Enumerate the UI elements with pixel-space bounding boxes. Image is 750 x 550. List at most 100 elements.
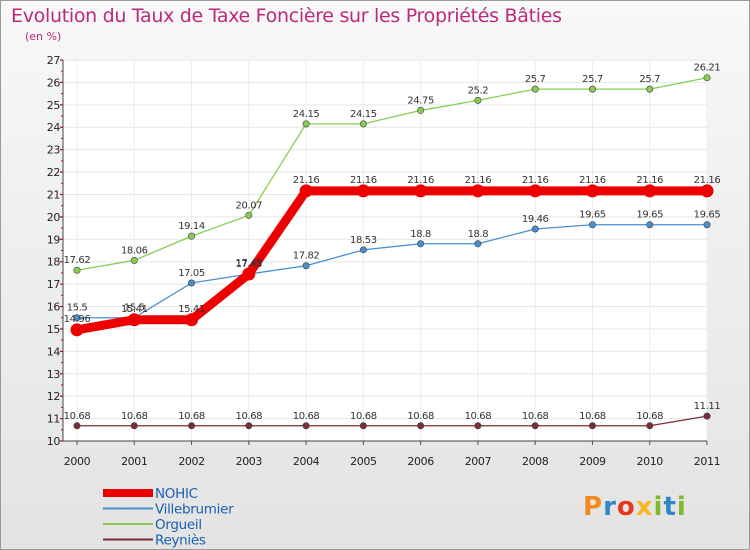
data-point (588, 85, 596, 93)
unit-label: (en %) (25, 30, 62, 43)
y-tick-label: 10 (47, 435, 61, 448)
data-point (242, 267, 256, 281)
data-point (130, 256, 138, 264)
data-point (474, 422, 482, 430)
data-point (703, 412, 711, 420)
series-nohic (70, 184, 714, 337)
y-tick-label: 16 (47, 301, 61, 314)
x-tick-label: 2010 (637, 455, 664, 468)
series-line (76, 77, 708, 271)
chart-title: Evolution du Taux de Taxe Foncière sur l… (11, 5, 562, 27)
data-point (531, 85, 539, 93)
y-tick-label: 12 (47, 390, 60, 403)
data-point (359, 246, 367, 254)
y-tick-label: 26 (47, 76, 61, 89)
data-label: 25.7 (639, 74, 660, 85)
data-label: 10.68 (350, 411, 377, 422)
data-point (700, 184, 714, 198)
data-point (703, 74, 711, 82)
data-label: 17.45 (235, 259, 262, 270)
data-label: 25.2 (468, 85, 489, 96)
x-tick-label: 2003 (236, 455, 263, 468)
data-label: 25.7 (525, 74, 546, 85)
data-point (302, 262, 310, 270)
logo-letter: r (603, 492, 617, 522)
data-point (185, 313, 199, 327)
y-tick-label: 22 (47, 166, 60, 179)
data-point (531, 422, 539, 430)
y-tick-label: 11 (47, 413, 60, 426)
x-tick-label: 2011 (694, 455, 720, 468)
data-label: 21.16 (694, 175, 721, 186)
proxiti-logo: Proxiti (583, 492, 687, 522)
data-label: 19.65 (579, 210, 606, 221)
legend-item: NOHIC (155, 486, 198, 502)
data-point (356, 184, 370, 198)
y-tick-label: 17 (47, 278, 61, 291)
y-tick-label: 14 (47, 345, 61, 358)
data-label: 21.16 (636, 175, 663, 186)
data-point (531, 225, 539, 233)
data-label: 20.07 (235, 200, 262, 211)
data-point (188, 232, 196, 240)
data-label: 18.53 (350, 235, 377, 246)
data-label: 17.82 (293, 251, 320, 262)
x-tick-label: 2006 (407, 455, 434, 468)
data-label: 24.15 (293, 109, 320, 120)
data-point (646, 85, 654, 93)
data-point (299, 184, 313, 198)
data-label: 18.06 (121, 245, 148, 256)
data-label: 10.68 (293, 411, 320, 422)
data-point (359, 120, 367, 128)
data-label: 10.68 (121, 411, 148, 422)
data-point (359, 422, 367, 430)
data-label: 19.14 (178, 221, 205, 232)
data-point (474, 96, 482, 104)
series-line (72, 186, 712, 335)
legend-item: Orgueil (155, 517, 202, 533)
data-label: 10.68 (579, 411, 606, 422)
x-tick-label: 2009 (579, 455, 606, 468)
y-tick-label: 19 (47, 233, 61, 246)
data-label: 21.16 (407, 175, 434, 186)
data-label: 15.5 (124, 303, 145, 314)
data-point (245, 422, 253, 430)
data-point (245, 211, 253, 219)
series-line (76, 415, 708, 427)
data-label: 21.16 (350, 175, 377, 186)
data-label: 21.16 (579, 175, 606, 186)
data-point (643, 184, 657, 198)
data-point (73, 266, 81, 274)
data-point (414, 184, 428, 198)
data-label: 10.68 (178, 411, 205, 422)
data-label: 14.96 (64, 314, 91, 325)
data-label: 18.8 (468, 229, 489, 240)
data-label: 17.45 (235, 258, 262, 269)
data-label: 15.41 (121, 304, 148, 315)
logo-letter: t (663, 492, 677, 522)
data-point (474, 240, 482, 248)
data-label: 24.15 (350, 109, 377, 120)
data-label: 19.65 (636, 210, 663, 221)
logo-letter: x (635, 492, 654, 522)
legend-item: Villebrumier (155, 502, 234, 518)
legend-item: Reyniès (155, 533, 206, 549)
plot-area (63, 60, 707, 441)
x-tick-label: 2004 (293, 455, 320, 468)
y-tick-label: 27 (47, 54, 61, 67)
data-point (73, 314, 81, 322)
data-point (302, 422, 310, 430)
data-label: 10.68 (235, 411, 262, 422)
data-point (417, 106, 425, 114)
data-label: 11.11 (694, 401, 721, 412)
data-label: 19.65 (694, 210, 721, 221)
data-label: 15.5 (67, 303, 88, 314)
data-label: 21.16 (522, 175, 549, 186)
data-label: 10.68 (636, 411, 663, 422)
data-label: 18.8 (410, 229, 431, 240)
data-label: 10.68 (407, 411, 434, 422)
data-point (585, 184, 599, 198)
data-label: 19.46 (522, 214, 549, 225)
data-point (188, 279, 196, 287)
